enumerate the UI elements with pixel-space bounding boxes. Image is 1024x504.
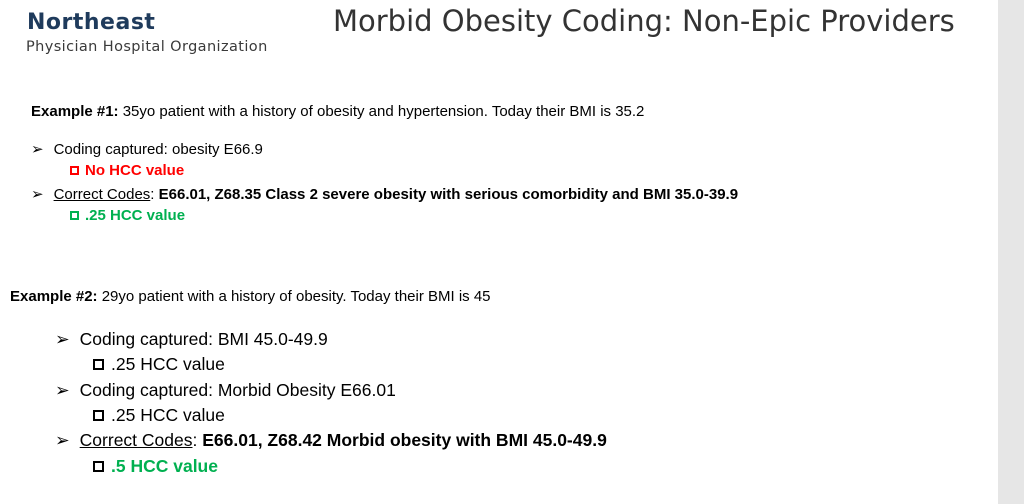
example2-correct-codes: E66.01, Z68.42 Morbid obesity with BMI 4… xyxy=(202,430,607,450)
example2-bullet1-sub-text: .25 HCC value xyxy=(111,354,225,374)
example2-bullet3-sub-text: .5 HCC value xyxy=(111,456,218,476)
logo-subtitle: Physician Hospital Organization xyxy=(26,39,268,55)
example1-bullet1-text: Coding captured: obesity E66.9 xyxy=(53,141,263,158)
example2-bullet1: ➢ Coding captured: BMI 45.0-49.9 xyxy=(55,329,328,350)
example1-bullet2: ➢ Correct Codes: E66.01, Z68.35 Class 2 s… xyxy=(31,185,738,203)
checkbox-icon xyxy=(93,359,104,370)
example1-bullet2-sub-text: .25 HCC value xyxy=(85,207,186,224)
example2-bullet1-sub: .25 HCC value xyxy=(93,354,225,375)
example2-intro: Example #2: 29yo patient with a history … xyxy=(10,288,491,305)
checkbox-icon xyxy=(93,461,104,472)
arrow-bullet-icon: ➢ xyxy=(55,430,70,450)
example2-correct-label: Correct Codes xyxy=(79,430,193,450)
arrow-bullet-icon: ➢ xyxy=(55,329,70,349)
example1-intro: Example #1: 35yo patient with a history … xyxy=(31,103,644,120)
example1-label: Example #1: xyxy=(31,103,119,120)
example2-bullet2-sub-text: .25 HCC value xyxy=(111,405,225,425)
example2-text: 29yo patient with a history of obesity. … xyxy=(97,288,491,305)
example2-bullet3-sub: .5 HCC value xyxy=(93,456,218,477)
example1-bullet1-sub: No HCC value xyxy=(70,162,184,179)
example2-bullet1-text: Coding captured: BMI 45.0-49.9 xyxy=(79,329,328,349)
example1-bullet1-sub-text: No HCC value xyxy=(85,162,185,179)
example1-correct-label: Correct Codes xyxy=(53,186,151,203)
arrow-bullet-icon: ➢ xyxy=(31,141,44,158)
example2-bullet2-sub: .25 HCC value xyxy=(93,405,225,426)
example2-label: Example #2: xyxy=(10,288,98,305)
checkbox-icon xyxy=(93,410,104,421)
checkbox-icon xyxy=(70,166,79,175)
slide-title: Morbid Obesity Coding: Non-Epic Provider… xyxy=(333,4,955,38)
colon: : xyxy=(150,186,159,203)
arrow-bullet-icon: ➢ xyxy=(31,186,44,203)
example1-bullet2-sub: .25 HCC value xyxy=(70,207,185,224)
example2-bullet2: ➢ Coding captured: Morbid Obesity E66.01 xyxy=(55,380,396,401)
logo-northeast: Northeast xyxy=(27,10,156,35)
example1-text: 35yo patient with a history of obesity a… xyxy=(118,103,645,120)
colon: : xyxy=(192,430,203,450)
arrow-bullet-icon: ➢ xyxy=(55,380,70,400)
slide: Northeast Physician Hospital Organizatio… xyxy=(10,4,955,477)
example1-bullet1: ➢ Coding captured: obesity E66.9 xyxy=(31,140,263,158)
vertical-scrollbar[interactable] xyxy=(998,0,1024,504)
example2-bullet2-text: Coding captured: Morbid Obesity E66.01 xyxy=(79,380,396,400)
checkbox-icon xyxy=(70,211,79,220)
example2-bullet3: ➢ Correct Codes: E66.01, Z68.42 Morbid ob… xyxy=(55,430,607,451)
example1-correct-codes: E66.01, Z68.35 Class 2 severe obesity wi… xyxy=(158,186,739,203)
